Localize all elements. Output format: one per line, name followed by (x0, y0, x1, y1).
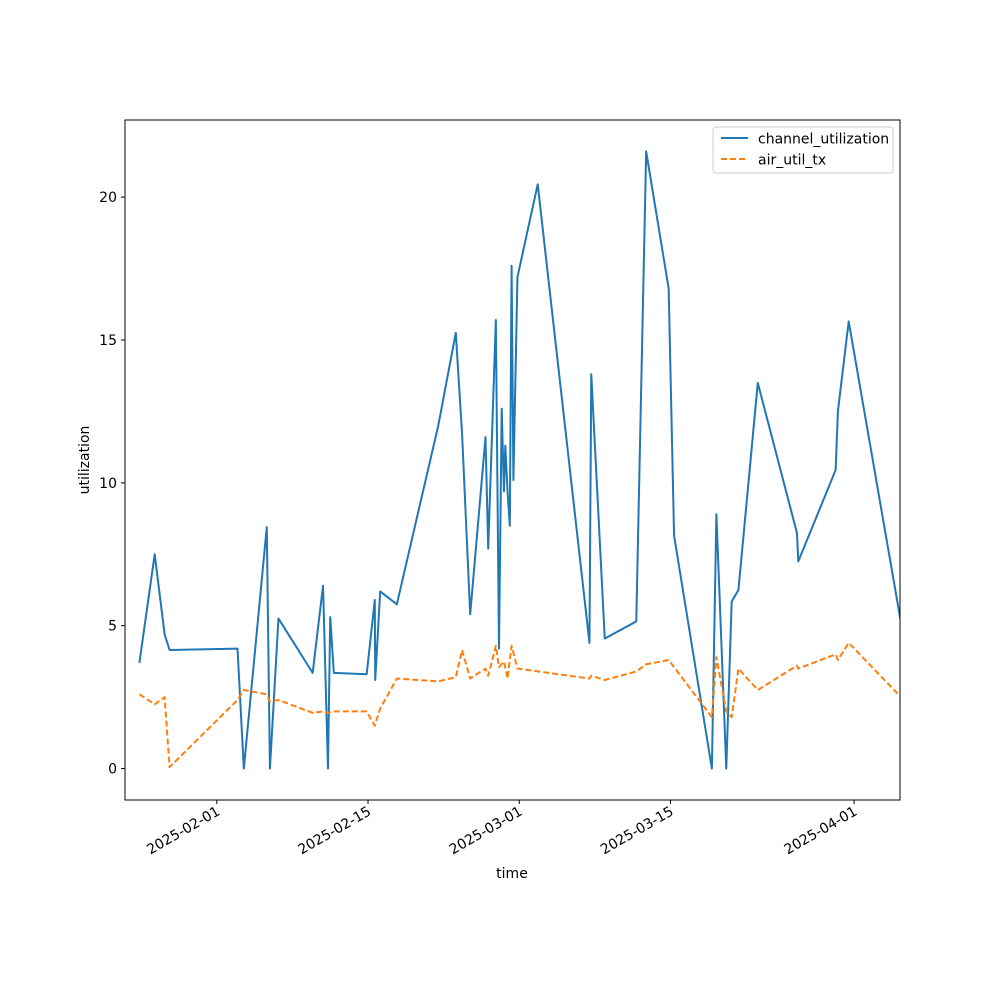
y-tick-label: 15 (99, 333, 117, 349)
legend-frame (712, 126, 894, 174)
legend-label-channel-utilization: channel_utilization (758, 132, 889, 148)
plot-frame (124, 119, 901, 801)
y-tick-label: 5 (108, 619, 117, 635)
y-axis-ticks: 0 5 10 15 20 (99, 190, 125, 778)
y-tick-label: 10 (99, 476, 117, 492)
series-layer (138, 150, 900, 770)
x-tick-label: 2025-04-01 (782, 804, 860, 859)
y-axis-label: utilization (77, 426, 93, 495)
x-axis-ticks: 2025-02-01 2025-02-15 2025-03-01 2025-03-15… (144, 800, 860, 858)
x-tick-label: 2025-02-01 (144, 804, 222, 859)
y-tick-label: 0 (108, 762, 117, 778)
y-tick-label: 20 (99, 190, 117, 206)
legend: channel_utilization air_util_tx (712, 126, 894, 174)
x-axis-label: time (496, 866, 528, 882)
x-tick-label: 2025-02-15 (296, 804, 374, 859)
x-tick-label: 2025-03-15 (598, 804, 676, 859)
series-line-air-util-tx (138, 641, 900, 769)
x-tick-label: 2025-03-01 (447, 804, 525, 859)
series-line-channel-utilization (138, 150, 900, 770)
plot-area (124, 119, 901, 801)
legend-label-air-util-tx: air_util_tx (758, 153, 826, 169)
